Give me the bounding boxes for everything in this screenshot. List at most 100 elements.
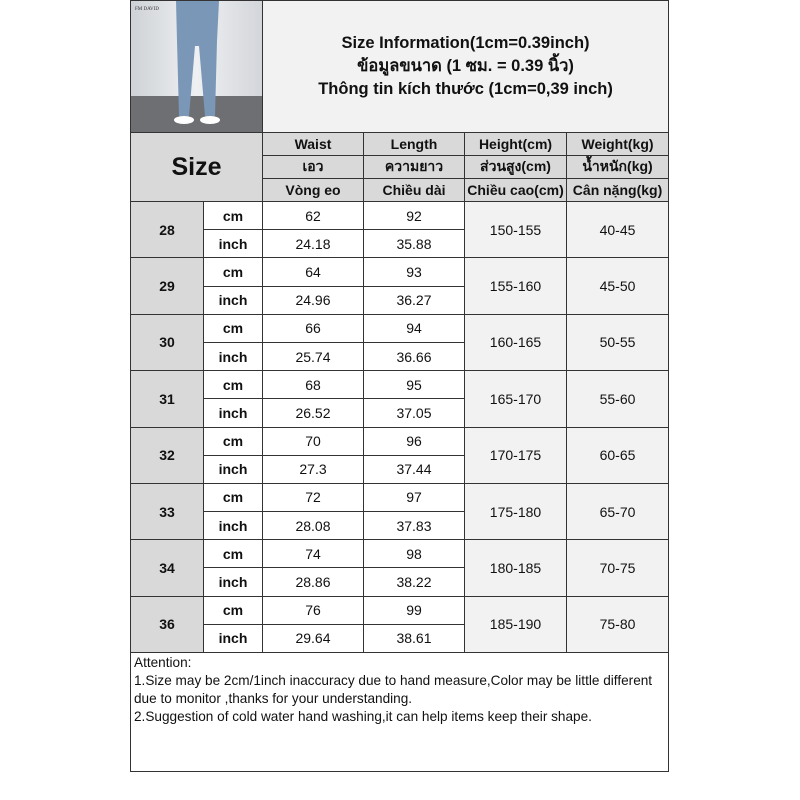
header-weight: Weight(kg) xyxy=(565,132,670,156)
unit-cm: cm xyxy=(203,313,263,343)
unit-inch: inch xyxy=(203,229,263,259)
length-inch: 37.44 xyxy=(363,454,465,484)
length-cm: 96 xyxy=(363,426,465,456)
size-row-inch: inch 29.64 38.61 xyxy=(131,623,669,654)
header-length: Length xyxy=(363,132,465,156)
weight-range: 70-75 xyxy=(565,539,670,597)
length-cm: 92 xyxy=(363,200,465,231)
product-photo: FM DAVID xyxy=(130,0,263,133)
size-row-cm: 29 cm 64 93 155-160 45-50 xyxy=(130,257,670,315)
unit-cm: cm xyxy=(203,257,263,287)
header-length-vi: Chiều dài xyxy=(363,178,465,202)
size-row-inch: inch 28.86 38.22 xyxy=(131,567,669,597)
unit-inch: inch xyxy=(203,398,263,428)
waist-inch: 28.08 xyxy=(262,511,364,541)
weight-range: 65-70 xyxy=(565,482,670,541)
waist-inch: 25.74 xyxy=(262,341,364,372)
size-value: 33 xyxy=(130,482,204,541)
size-header: Size xyxy=(130,132,263,202)
weight-range: 60-65 xyxy=(565,426,670,484)
unit-cm: cm xyxy=(203,482,263,513)
waist-inch: 29.64 xyxy=(262,623,364,654)
size-value: 34 xyxy=(130,539,204,597)
height-range: 175-180 xyxy=(464,482,567,541)
size-row-inch: inch 25.74 36.66 xyxy=(131,341,669,372)
header-height-vi: Chiều cao(cm) xyxy=(464,178,567,202)
length-inch: 35.88 xyxy=(363,229,465,259)
title-vietnamese: Thông tin kích thước (1cm=0,39 inch) xyxy=(318,80,613,98)
header-waist-thai: เอว xyxy=(262,155,364,179)
length-cm: 97 xyxy=(363,482,465,513)
unit-inch: inch xyxy=(203,567,263,597)
size-row-cm: 28 cm 62 92 150-155 40-45 xyxy=(130,200,670,259)
size-row-cm: 33 cm 72 97 175-180 65-70 xyxy=(130,482,670,541)
chart-title: Size Information(1cm=0.39inch) ข้อมูลขนา… xyxy=(261,0,670,133)
size-row-cm: 34 cm 74 98 180-185 70-75 xyxy=(130,539,670,597)
length-cm: 95 xyxy=(363,370,465,400)
header-height: Height(cm) xyxy=(464,132,567,156)
length-cm: 98 xyxy=(363,539,465,569)
waist-inch: 27.3 xyxy=(262,454,364,484)
unit-inch: inch xyxy=(203,341,263,372)
header-height-thai: ส่วนสูง(cm) xyxy=(464,155,567,179)
weight-range: 45-50 xyxy=(565,257,670,315)
size-row-cm: 31 cm 68 95 165-170 55-60 xyxy=(130,370,670,428)
weight-range: 75-80 xyxy=(565,595,670,654)
waist-inch: 26.52 xyxy=(262,398,364,428)
unit-cm: cm xyxy=(203,539,263,569)
height-range: 150-155 xyxy=(464,200,567,259)
height-range: 155-160 xyxy=(464,257,567,315)
length-cm: 99 xyxy=(363,595,465,625)
size-row-inch: inch 27.3 37.44 xyxy=(131,454,669,484)
unit-cm: cm xyxy=(203,370,263,400)
unit-cm: cm xyxy=(203,595,263,625)
jeans-model-image xyxy=(131,1,262,132)
unit-cm: cm xyxy=(203,426,263,456)
size-row-cm: 36 cm 76 99 185-190 75-80 xyxy=(130,595,670,654)
length-inch: 36.27 xyxy=(363,285,465,315)
unit-inch: inch xyxy=(203,285,263,315)
height-range: 185-190 xyxy=(464,595,567,654)
header-waist-vi: Vòng eo xyxy=(262,178,364,202)
size-chart: FM DAVID Size Information(1cm=0.39inch) … xyxy=(129,0,670,772)
unit-cm: cm xyxy=(203,200,263,231)
title-english: Size Information(1cm=0.39inch) xyxy=(341,34,590,52)
length-cm: 94 xyxy=(363,313,465,343)
size-row-cm: 32 cm 70 96 170-175 60-65 xyxy=(130,426,670,484)
waist-cm: 76 xyxy=(262,595,364,625)
height-range: 180-185 xyxy=(464,539,567,597)
size-value: 29 xyxy=(130,257,204,315)
unit-inch: inch xyxy=(203,454,263,484)
length-inch: 38.61 xyxy=(363,623,465,654)
attention-notes: Attention: 1.Size may be 2cm/1inch inacc… xyxy=(129,652,670,772)
size-row-inch: inch 26.52 37.05 xyxy=(131,398,669,428)
waist-cm: 68 xyxy=(262,370,364,400)
size-table: FM DAVID Size Information(1cm=0.39inch) … xyxy=(129,0,670,772)
waist-cm: 70 xyxy=(262,426,364,456)
waist-cm: 74 xyxy=(262,539,364,569)
size-value: 30 xyxy=(130,313,204,372)
header-weight-vi: Cân nặng(kg) xyxy=(565,178,670,202)
size-value: 28 xyxy=(130,200,204,259)
waist-cm: 66 xyxy=(262,313,364,343)
length-inch: 38.22 xyxy=(363,567,465,597)
title-thai: ข้อมูลขนาด (1 ซม. = 0.39 นิ้ว) xyxy=(357,57,574,75)
waist-inch: 24.18 xyxy=(262,229,364,259)
waist-cm: 72 xyxy=(262,482,364,513)
weight-range: 55-60 xyxy=(565,370,670,428)
height-range: 170-175 xyxy=(464,426,567,484)
size-row-inch: inch 24.18 35.88 xyxy=(131,229,669,259)
length-cm: 93 xyxy=(363,257,465,287)
unit-inch: inch xyxy=(203,623,263,654)
size-row-inch: inch 28.08 37.83 xyxy=(131,511,669,541)
waist-cm: 62 xyxy=(262,200,364,231)
waist-inch: 28.86 xyxy=(262,567,364,597)
unit-inch: inch xyxy=(203,511,263,541)
weight-range: 50-55 xyxy=(565,313,670,372)
waist-inch: 24.96 xyxy=(262,285,364,315)
header-waist: Waist xyxy=(262,132,364,156)
waist-cm: 64 xyxy=(262,257,364,287)
attention-note-2: 2.Suggestion of cold water hand washing,… xyxy=(134,709,592,724)
length-inch: 37.05 xyxy=(363,398,465,428)
size-value: 32 xyxy=(130,426,204,484)
